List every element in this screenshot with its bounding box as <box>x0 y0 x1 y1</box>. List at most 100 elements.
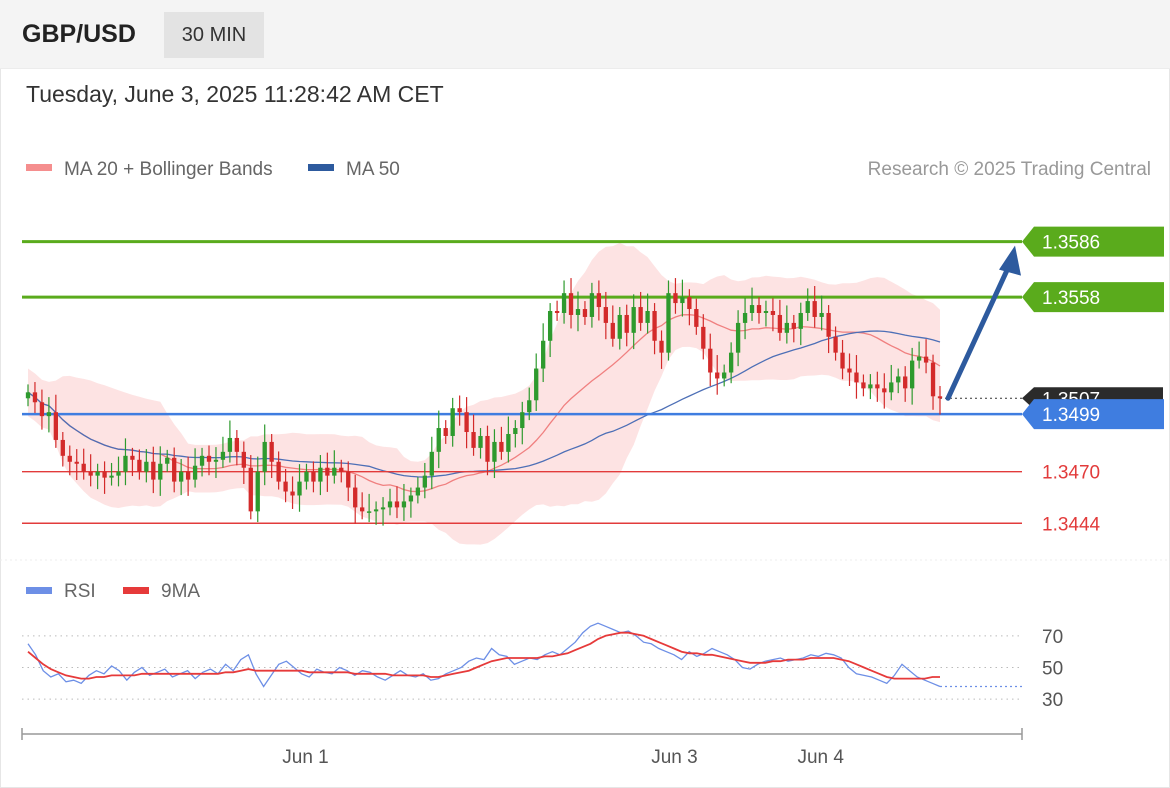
candle-body <box>179 471 184 482</box>
candle <box>290 476 295 509</box>
candle-body <box>304 471 309 482</box>
candle <box>297 464 302 512</box>
candle <box>144 449 149 483</box>
candle <box>366 493 372 523</box>
candle-body <box>756 305 762 313</box>
candle-body <box>749 305 755 313</box>
candle <box>589 282 595 328</box>
candle <box>763 300 769 327</box>
candle-body <box>701 326 706 349</box>
candle <box>137 449 142 480</box>
candle <box>937 385 943 415</box>
rsi-ma-legend-swatch <box>123 587 149 594</box>
candle-body <box>81 463 86 472</box>
candle-body <box>478 435 483 448</box>
forecast-arrow-shaft <box>945 259 1014 401</box>
candle-body <box>513 428 518 434</box>
ma20-legend-label: MA 20 + Bollinger Bands <box>64 159 273 180</box>
candle <box>116 456 121 487</box>
candle <box>373 501 379 525</box>
candle-body <box>589 293 595 317</box>
rsi-legend-label: RSI <box>64 581 96 602</box>
candle-body <box>39 402 45 417</box>
candle <box>749 287 755 321</box>
time-axis: Jun 1 Jun 3 Jun 4 <box>21 728 1023 768</box>
candle-body <box>624 314 629 333</box>
candle-body <box>722 372 727 379</box>
candle-body <box>923 356 929 363</box>
ma50-line <box>27 330 941 478</box>
candle <box>165 449 170 472</box>
candle-body <box>457 408 462 413</box>
candle-body <box>387 501 393 508</box>
candle-body <box>805 301 810 313</box>
candle-body <box>694 309 699 327</box>
candle-body <box>46 412 52 417</box>
candle-body <box>882 388 887 393</box>
candle-body <box>603 307 608 323</box>
candle <box>506 416 511 463</box>
candle-body <box>861 382 866 389</box>
candle <box>408 487 414 518</box>
candle <box>854 355 859 399</box>
candle-body <box>248 467 253 512</box>
candle <box>652 303 657 355</box>
resistance-tag-label: 1.3558 <box>1042 288 1100 309</box>
candle <box>464 397 469 449</box>
timeframe-badge[interactable]: 30 MIN <box>164 12 264 58</box>
candle <box>492 429 497 479</box>
candle <box>833 326 838 361</box>
candle <box>415 477 421 504</box>
candle-body <box>791 322 796 329</box>
candle <box>429 436 434 490</box>
candle-body <box>415 487 421 496</box>
candle <box>868 374 873 400</box>
candle-body <box>735 322 741 353</box>
candle-body <box>784 322 789 333</box>
candle-body <box>436 428 441 452</box>
candle-body <box>554 311 560 313</box>
candle-body <box>520 412 525 429</box>
candle <box>401 483 407 521</box>
candle <box>923 339 929 374</box>
candle <box>798 302 803 346</box>
candle-body <box>443 428 448 436</box>
candle <box>332 450 337 484</box>
chart-header: GBP/USD 30 MIN <box>0 0 1170 69</box>
candle-body <box>798 312 803 329</box>
candle <box>436 410 441 469</box>
candle <box>645 293 650 334</box>
candle-body <box>346 471 351 488</box>
candle-body <box>88 471 93 476</box>
candle-body <box>596 293 602 308</box>
candle-body <box>937 396 943 399</box>
candle-body <box>763 311 769 313</box>
candle <box>25 384 31 407</box>
candle <box>728 342 734 384</box>
candle <box>847 353 852 386</box>
pivot-tag-1.3499: 1.3499 <box>1022 399 1164 430</box>
candle-body <box>450 408 455 436</box>
candle-body <box>840 352 845 369</box>
candle-body <box>297 481 302 496</box>
candle-body <box>833 336 838 353</box>
candle-body <box>290 491 295 496</box>
candle <box>192 448 198 488</box>
candle <box>826 305 831 354</box>
candle-body <box>631 307 636 333</box>
candle-body <box>659 340 664 353</box>
candle <box>930 354 936 410</box>
candle <box>318 455 323 496</box>
candle <box>617 307 622 350</box>
candle <box>701 314 706 360</box>
candle-body <box>485 435 490 462</box>
candle-body <box>318 467 323 482</box>
candle <box>861 374 866 397</box>
candle <box>715 355 720 395</box>
candle <box>353 474 358 524</box>
forecast-arrow-head <box>999 245 1021 276</box>
candle-body <box>889 382 894 393</box>
candle-body <box>715 372 720 379</box>
candle <box>360 492 365 520</box>
rsi-tick-70: 70 <box>1042 627 1063 648</box>
